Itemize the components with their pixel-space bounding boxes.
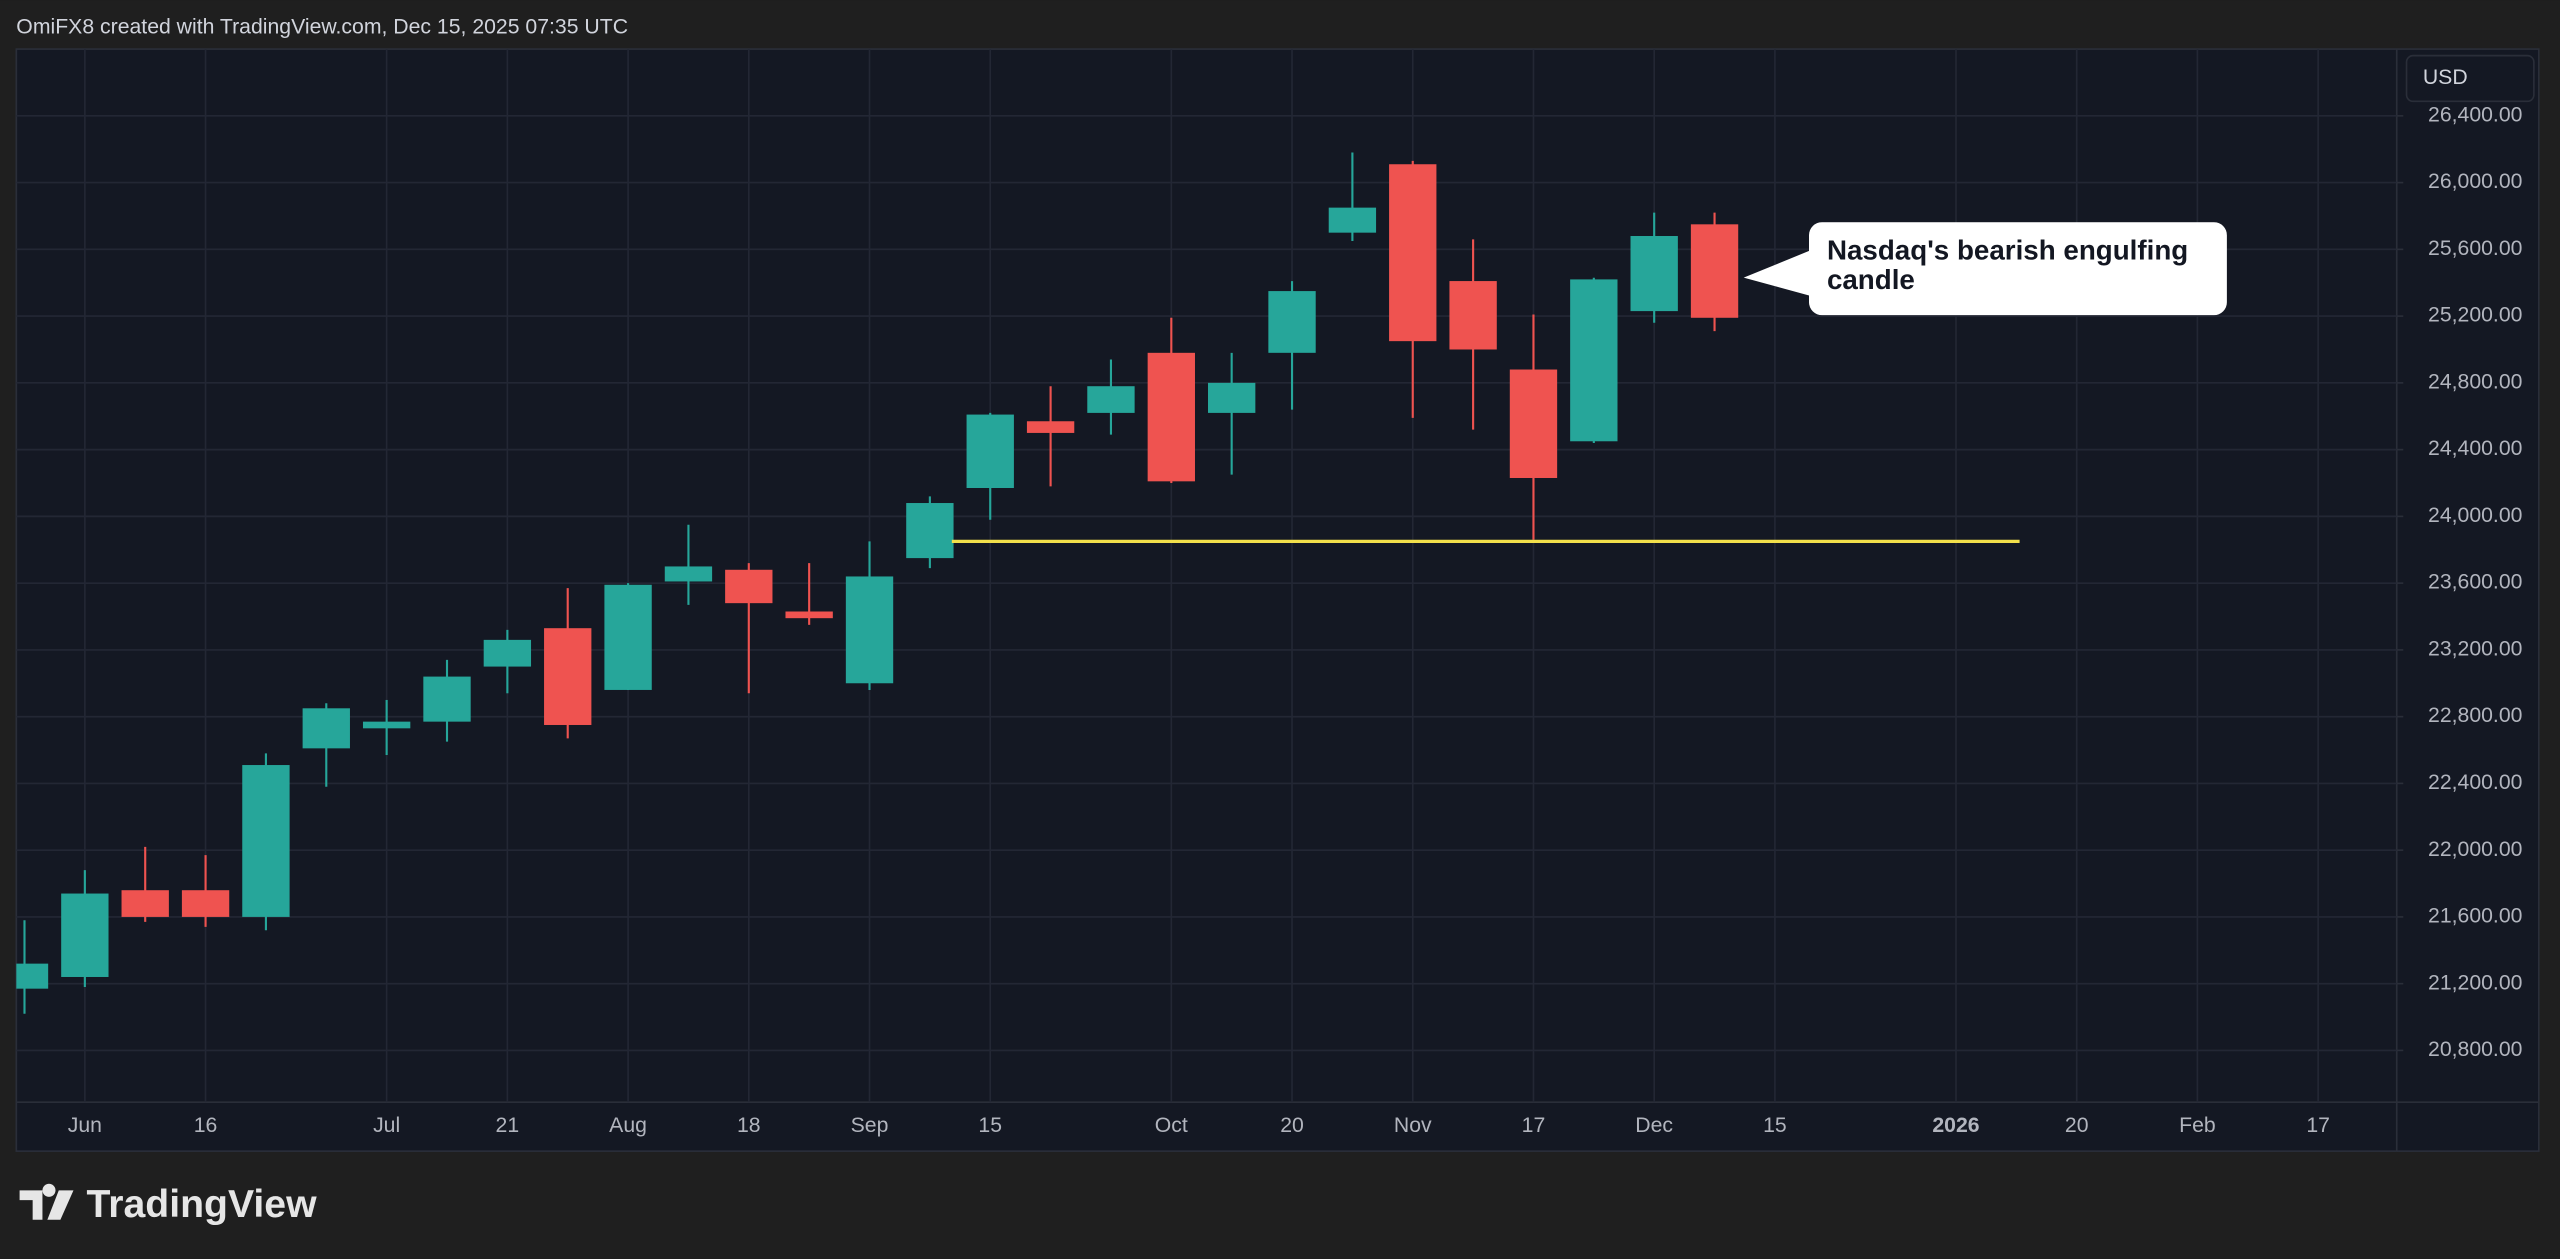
y-tick-label: 22,400.00 <box>2428 771 2522 794</box>
candle-body <box>1268 291 1316 353</box>
annotation-box: Nasdaq's bearish engulfing candle <box>1808 222 2227 316</box>
x-tick-label: 20 <box>1280 1114 1304 1137</box>
x-tick-label: 17 <box>1522 1114 1546 1137</box>
candle-body <box>423 676 471 722</box>
y-tick-label: 22,000.00 <box>2428 838 2522 861</box>
grid <box>16 49 2397 1103</box>
currency: USD <box>2423 66 2468 89</box>
annotation: Nasdaq's bearish engulfing candle <box>1808 222 2227 316</box>
candle-body <box>1570 279 1618 442</box>
y-tick-label: 22,800.00 <box>2428 704 2522 727</box>
currency-box <box>2405 54 2535 103</box>
y-tick-label: 21,600.00 <box>2428 905 2522 928</box>
x-tick-label: Feb <box>2179 1114 2216 1137</box>
y-tick-label: 23,200.00 <box>2428 637 2522 660</box>
x-tick-label: 18 <box>737 1114 761 1137</box>
axes: 20,800.00 21,200.00 21,600.00 22,000.00 22,4… <box>68 103 2523 1137</box>
candle-body <box>1026 421 1075 433</box>
candle-body <box>1389 164 1437 342</box>
x-tick-label: Nov <box>1394 1114 1432 1137</box>
candle-body <box>1087 386 1135 413</box>
logo: TradingView <box>19 1183 318 1226</box>
y-tick-label: 24,000.00 <box>2428 504 2522 527</box>
y-tick-label: 21,200.00 <box>2428 971 2522 994</box>
logo-icon <box>19 1183 74 1220</box>
x-tick-label: 16 <box>194 1114 218 1137</box>
candle-body <box>121 890 169 917</box>
candle-body <box>242 765 290 917</box>
x-tick-label: 21 <box>496 1114 520 1137</box>
candle-body <box>544 628 592 725</box>
candle-body <box>785 611 833 619</box>
x-tick-label: 20 <box>2065 1114 2089 1137</box>
candle-body <box>1509 369 1558 478</box>
x-tick-label: Dec <box>1635 1114 1673 1137</box>
candle-body <box>302 708 350 749</box>
y-tick-label: 24,400.00 <box>2428 437 2522 460</box>
x-tick-label: 15 <box>1763 1114 1787 1137</box>
x-tick-label: 15 <box>978 1114 1002 1137</box>
chart-panel <box>15 48 2540 1152</box>
x-tick-label: Jul <box>373 1114 400 1137</box>
candle-body <box>966 414 1014 489</box>
candle-body <box>1630 236 1678 312</box>
candle-body <box>906 503 954 559</box>
y-tick-label: 26,400.00 <box>2428 103 2522 126</box>
candle-body <box>604 584 652 690</box>
x-tick-label: 2026 <box>1932 1114 1979 1137</box>
candle-body <box>1449 281 1497 350</box>
y-tick-label: 26,000.00 <box>2428 170 2522 193</box>
candle-body <box>483 639 532 667</box>
x-tick-label: 17 <box>2306 1114 2330 1137</box>
candle-body <box>845 576 894 684</box>
candle-body <box>61 893 109 977</box>
plot <box>16 152 2020 1014</box>
candle-body <box>362 721 411 729</box>
logo-text: TradingView <box>87 1183 318 1226</box>
candle-body <box>1208 382 1256 413</box>
candle-body <box>181 890 230 917</box>
candle-body <box>664 566 713 582</box>
candle-body <box>1690 224 1739 318</box>
x-tick-label: Oct <box>1155 1114 1188 1137</box>
candle-body <box>725 569 773 604</box>
x-tick-label: Jun <box>68 1114 102 1137</box>
y-tick-label: 20,800.00 <box>2428 1038 2522 1061</box>
y-tick-label: 23,600.00 <box>2428 571 2522 594</box>
candle-body <box>16 963 49 989</box>
x-tick-label: Aug <box>609 1114 647 1137</box>
x-tick-label: Sep <box>851 1114 889 1137</box>
annotation-pointer <box>1743 248 1816 298</box>
candle-body <box>1328 207 1377 233</box>
y-tick-label: 25,200.00 <box>2428 304 2522 327</box>
candle-body <box>1147 352 1195 482</box>
y-tick-label: 25,600.00 <box>2428 237 2522 260</box>
y-tick-label: 24,800.00 <box>2428 370 2522 393</box>
header: OmiFX8 created with TradingView.com, Dec… <box>16 15 628 38</box>
